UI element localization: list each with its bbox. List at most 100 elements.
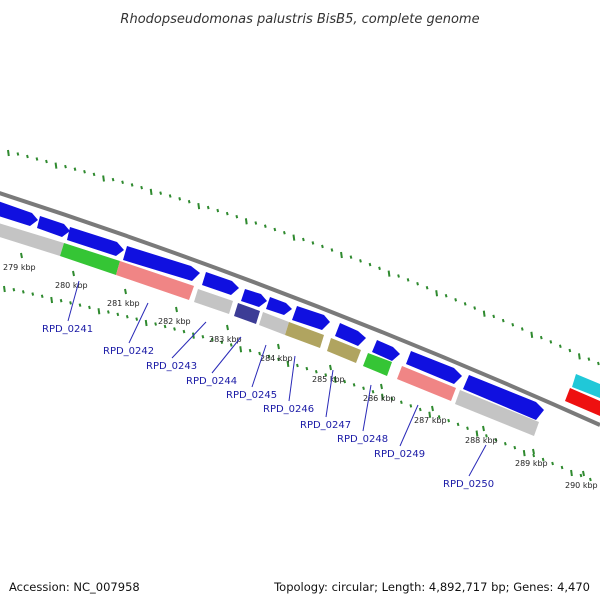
scale-label: 281 kbp (107, 299, 140, 308)
gene-label-leaders (67, 280, 487, 477)
ring-tick (16, 152, 20, 156)
ring-tick (447, 418, 450, 423)
outer-tick-ring (7, 149, 600, 366)
ring-tick (501, 318, 505, 323)
ring-tick (513, 445, 517, 450)
ring-tick (254, 221, 258, 225)
ring-tick (406, 278, 410, 282)
gene-feature[interactable] (285, 322, 324, 348)
ring-tick (92, 172, 96, 177)
ring-tick (149, 188, 153, 196)
ring-tick (50, 296, 54, 304)
gene-feature[interactable] (37, 216, 70, 237)
gene-feature[interactable] (259, 312, 289, 335)
ring-tick (397, 274, 400, 278)
ring-tick (111, 177, 115, 182)
gene-feature[interactable] (123, 246, 200, 281)
gene-label[interactable]: RPD_0241 (42, 324, 93, 335)
gene-feature[interactable] (194, 289, 233, 314)
ring-tick (349, 255, 353, 259)
scale-label: 289 kbp (515, 459, 548, 468)
scale-ticks (20, 252, 585, 477)
gene-label[interactable]: RPD_0249 (374, 449, 425, 460)
gene-feature[interactable] (0, 200, 38, 226)
gene-feature[interactable] (397, 366, 456, 401)
gene-feature[interactable] (292, 306, 330, 330)
genome-backbone (0, 191, 600, 427)
ring-tick (302, 237, 305, 242)
ring-tick (305, 366, 309, 371)
ring-tick (258, 351, 261, 356)
ring-tick (494, 438, 498, 442)
gene-feature[interactable] (116, 261, 194, 300)
gene-label[interactable]: RPD_0242 (103, 346, 154, 357)
gene-label[interactable]: RPD_0243 (146, 361, 197, 372)
gene-feature[interactable] (565, 388, 600, 416)
ring-tick (201, 335, 205, 339)
ring-tick (197, 202, 201, 210)
gene-label[interactable]: RPD_0246 (263, 404, 314, 415)
gene-feature[interactable] (455, 390, 539, 436)
reverse-strand-features (0, 222, 600, 436)
ring-tick (473, 306, 477, 310)
ring-tick (273, 227, 277, 232)
ring-tick (400, 400, 403, 405)
gene-feature[interactable] (67, 227, 124, 256)
ring-tick (418, 407, 422, 412)
gene-feature[interactable] (463, 375, 544, 420)
ring-tick (267, 354, 271, 359)
gene-feature[interactable] (202, 272, 239, 295)
ring-tick (532, 453, 536, 458)
ring-tick (116, 312, 120, 317)
ring-tick (333, 376, 337, 383)
ring-tick (551, 461, 554, 466)
ring-tick (503, 441, 507, 446)
ring-tick (362, 386, 365, 391)
gene-feature[interactable] (241, 289, 267, 307)
ring-tick (340, 251, 343, 259)
gene-feature[interactable] (327, 338, 361, 363)
ring-tick (54, 162, 58, 169)
ring-tick (210, 337, 214, 342)
gene-feature[interactable] (363, 353, 392, 376)
ring-tick (387, 270, 391, 277)
gene-feature[interactable] (335, 323, 366, 346)
ring-tick (482, 310, 486, 317)
gene-feature[interactable] (0, 222, 64, 256)
scale-tick (175, 306, 178, 313)
gene-feature[interactable] (266, 297, 292, 315)
ring-tick (296, 363, 299, 368)
ring-tick (159, 191, 163, 195)
ring-tick (456, 422, 460, 427)
ring-tick (530, 331, 534, 338)
ring-tick (330, 248, 334, 252)
gene-label[interactable]: RPD_0245 (226, 390, 277, 401)
ring-tick (352, 383, 356, 387)
gene-feature[interactable] (234, 303, 260, 324)
ring-tick (359, 259, 362, 263)
scale-tick (20, 252, 23, 259)
ring-tick (102, 175, 105, 182)
scale-tick (124, 288, 127, 295)
ring-tick (263, 224, 267, 228)
gene-feature[interactable] (406, 351, 462, 384)
ring-tick (35, 157, 39, 161)
ring-tick (283, 230, 286, 235)
gene-feature[interactable] (60, 243, 120, 275)
ring-tick (88, 305, 91, 310)
ring-tick (511, 323, 515, 327)
ring-tick (107, 310, 110, 314)
gene-label[interactable]: RPD_0247 (300, 420, 351, 431)
gene-feature[interactable] (372, 340, 400, 361)
ring-tick (454, 298, 458, 302)
ring-tick (539, 335, 543, 340)
gene-label[interactable]: RPD_0248 (337, 434, 388, 445)
accession-text: Accession: NC_007958 (9, 580, 140, 594)
gene-label[interactable]: RPD_0244 (186, 376, 237, 387)
gene-label[interactable]: RPD_0250 (443, 479, 494, 490)
ring-tick (69, 301, 72, 305)
ring-tick (26, 154, 29, 159)
gene-feature[interactable] (572, 374, 600, 398)
ring-tick (428, 411, 432, 418)
ring-tick (466, 426, 469, 430)
